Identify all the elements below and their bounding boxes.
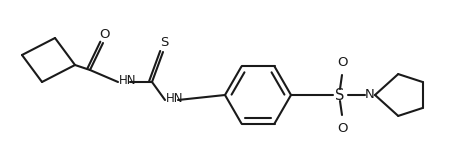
Text: S: S xyxy=(160,37,168,50)
Text: HN: HN xyxy=(119,74,136,87)
Text: HN: HN xyxy=(166,91,184,104)
Text: O: O xyxy=(337,55,347,68)
Text: O: O xyxy=(99,28,109,40)
Text: S: S xyxy=(335,88,345,103)
Text: N: N xyxy=(365,89,375,102)
Text: O: O xyxy=(337,121,347,134)
